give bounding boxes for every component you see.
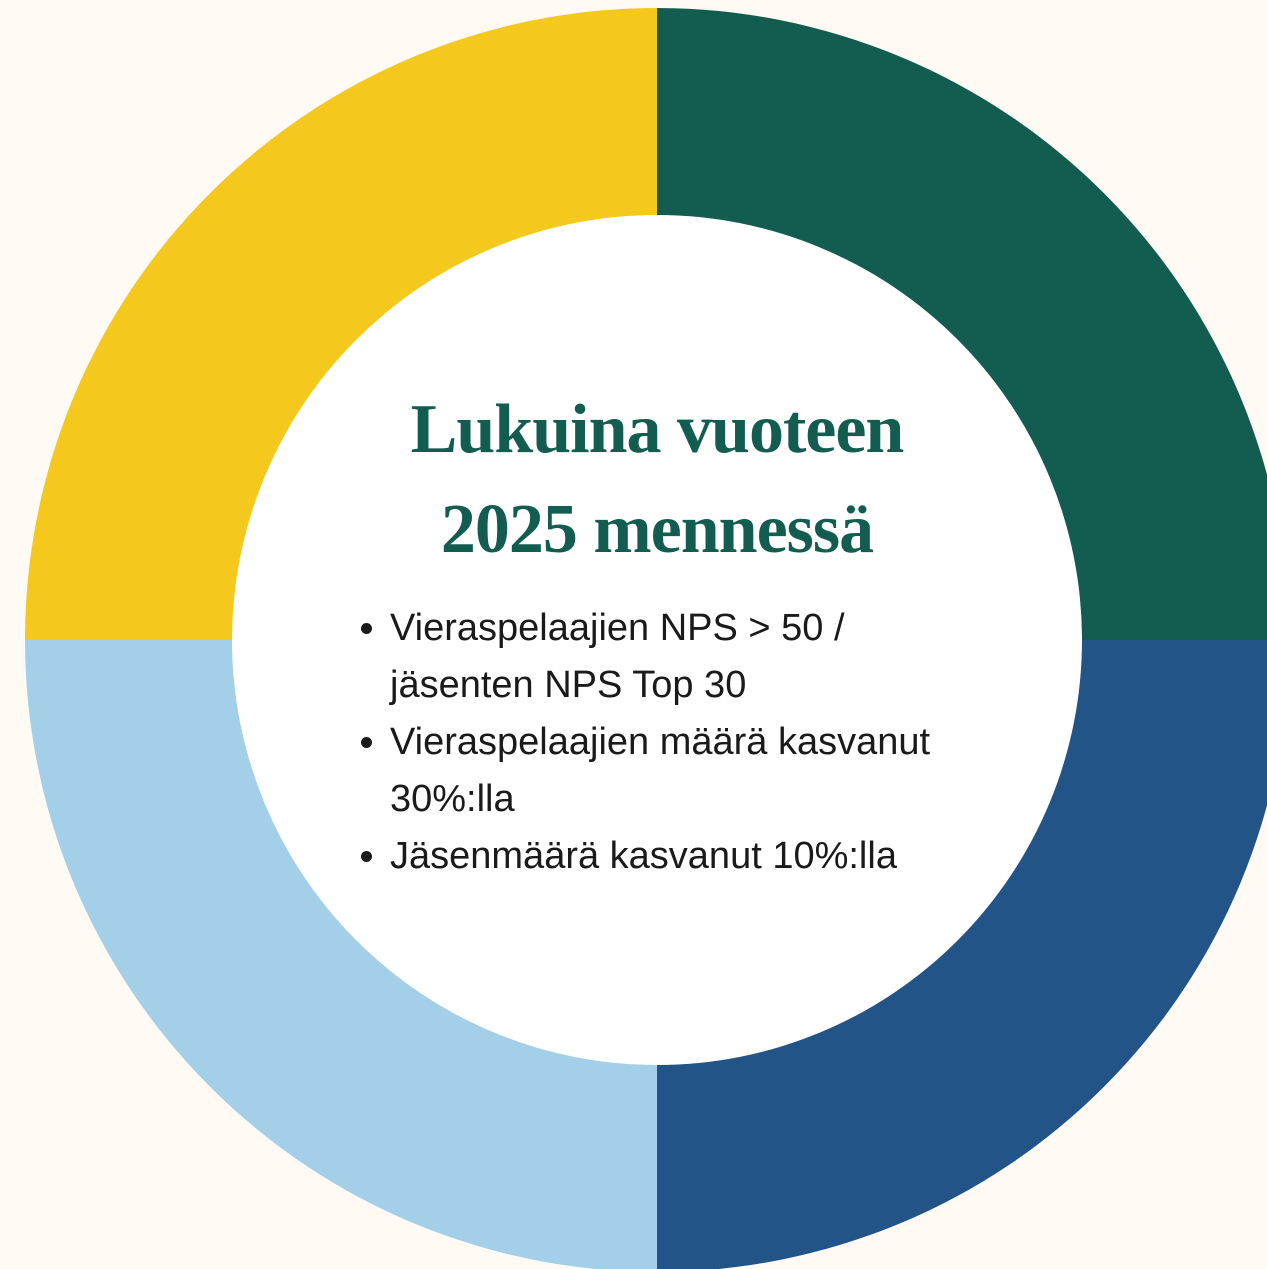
title: Lukuina vuoteen 2025 mennessä [410, 391, 905, 568]
center-text: Lukuina vuoteen 2025 mennessä [357, 380, 957, 580]
bullet-item: Jäsenmäärä kasvanut 10%:lla [390, 828, 965, 885]
inner-circle [232, 215, 1082, 1065]
bullet-list: Vieraspelaajien NPS > 50 / jäsenten NPS … [352, 600, 965, 885]
bullet-item: Vieraspelaajien määrä kasvanut 30%:lla [390, 714, 965, 828]
bullet-item: Vieraspelaajien NPS > 50 / jäsenten NPS … [390, 600, 965, 714]
